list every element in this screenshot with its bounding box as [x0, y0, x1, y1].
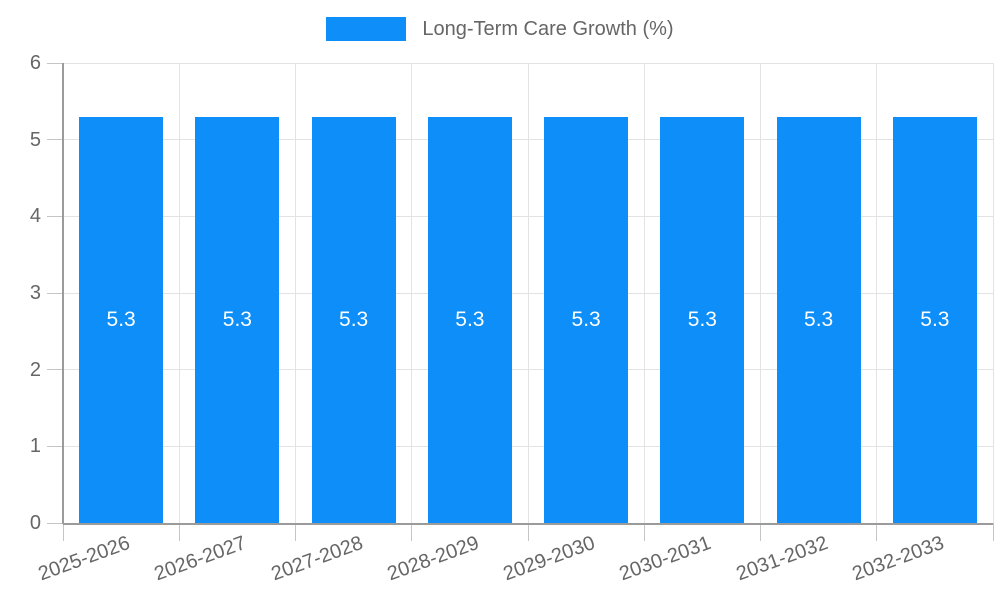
x-gridline — [411, 63, 413, 523]
bar[interactable]: 5.3 — [195, 116, 280, 523]
bar-value-label: 5.3 — [222, 307, 252, 331]
y-tick-label: 5 — [29, 128, 41, 151]
x-gridline — [178, 63, 180, 523]
bar[interactable]: 5.3 — [427, 116, 512, 523]
y-tick-label: 0 — [29, 512, 41, 534]
y-tick — [47, 522, 63, 524]
y-tick-label: 3 — [29, 282, 41, 304]
bar-value-label: 5.3 — [571, 307, 601, 331]
x-tick — [295, 523, 296, 541]
y-tick-label: 4 — [29, 205, 41, 228]
legend-label: Long-Term Care Growth (%) — [422, 17, 674, 40]
y-axis-line — [62, 63, 64, 524]
y-tick — [47, 62, 63, 64]
y-tick-label: 2 — [29, 358, 41, 381]
legend-item[interactable]: Long-Term Care Growth (%) — [326, 17, 674, 41]
x-axis-line — [63, 522, 993, 525]
x-tick — [643, 523, 645, 541]
bar-value-label: 5.3 — [687, 307, 717, 331]
bar[interactable]: 5.3 — [311, 116, 396, 523]
y-tick — [47, 369, 63, 371]
x-tick — [992, 523, 994, 541]
bar[interactable]: 5.3 — [79, 116, 164, 523]
x-tick — [760, 523, 761, 541]
legend: Long-Term Care Growth (%) — [0, 17, 1000, 41]
x-tick — [876, 523, 878, 541]
x-gridline — [295, 63, 296, 523]
x-tick — [62, 523, 64, 541]
y-tick-label: 1 — [29, 435, 41, 458]
y-tick — [47, 445, 63, 447]
x-gridline — [992, 63, 994, 523]
y-tick — [47, 139, 63, 141]
bar-value-label: 5.3 — [455, 307, 485, 331]
bar[interactable]: 5.3 — [892, 116, 977, 523]
legend-swatch-icon — [326, 17, 407, 41]
bar-value-label: 5.3 — [339, 307, 369, 331]
bar-value-label: 5.3 — [804, 307, 834, 331]
x-tick — [178, 523, 180, 541]
x-tick — [411, 523, 413, 541]
y-tick — [47, 215, 63, 217]
x-gridline — [876, 63, 878, 523]
x-gridline — [527, 63, 529, 523]
y-tick — [47, 292, 63, 294]
x-gridline — [643, 63, 645, 523]
bar[interactable]: 5.3 — [776, 116, 861, 523]
x-tick — [527, 523, 529, 541]
x-gridline — [760, 63, 761, 523]
bar-value-label: 5.3 — [920, 307, 950, 331]
bar-value-label: 5.3 — [106, 307, 136, 331]
bar[interactable]: 5.3 — [544, 116, 629, 523]
y-tick-label: 6 — [29, 52, 41, 74]
bar[interactable]: 5.3 — [660, 116, 745, 523]
